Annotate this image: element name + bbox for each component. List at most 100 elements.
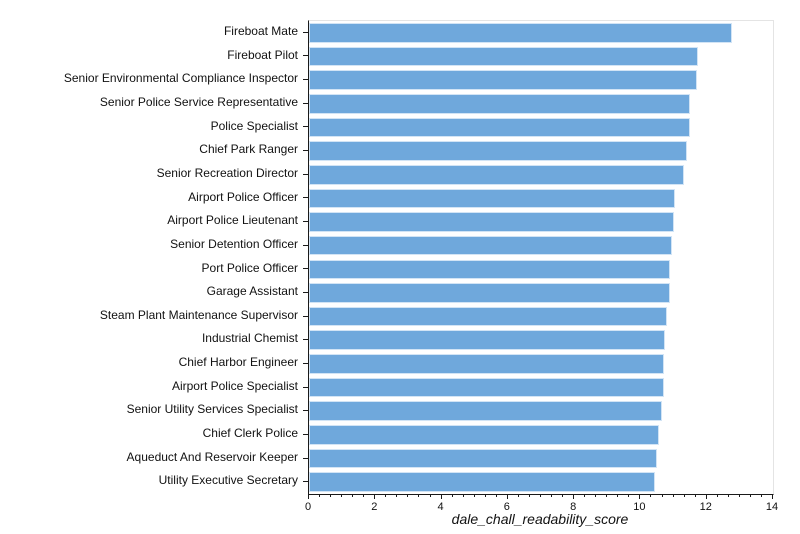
bar [309,46,699,67]
x-minor-tick-mark [484,494,486,497]
x-minor-tick-mark [330,494,332,497]
y-tick-mark [303,315,308,317]
y-tick-label: Senior Detention Officer [170,236,298,251]
y-tick-label: Fireboat Mate [223,24,298,38]
x-tick-mark [308,494,309,499]
y-tick-label: Senior Police Service Representative [99,94,298,109]
y-tick-mark [303,102,308,104]
y-tick-label: Utility Executive Secretary [158,473,298,488]
bar [309,259,671,280]
y-tick-label: Airport Police Lieutenant [167,213,298,228]
y-tick-label: Senior Utility Services Specialist [126,402,298,417]
x-minor-tick-mark [727,494,729,497]
x-minor-tick-mark [650,494,652,497]
x-minor-tick-mark [672,494,674,497]
y-tick-mark [303,386,308,388]
bar [309,448,657,469]
bar [309,425,659,445]
x-minor-tick-mark [528,494,530,497]
bar [309,117,691,138]
bar [309,212,674,232]
x-minor-tick-mark [661,494,663,497]
x-minor-tick-mark [352,494,354,497]
y-tick-mark [303,433,308,435]
y-tick-mark [303,126,308,128]
y-tick-mark [303,268,308,270]
y-tick-label: Fireboat Pilot [227,47,298,62]
x-tick-mark [374,494,376,499]
x-tick-label: 8 [570,501,577,513]
x-tick-mark [772,494,773,499]
y-tick-label: Airport Police Officer [188,189,298,204]
bar [309,23,732,43]
x-tick-label: 14 [765,501,779,513]
x-minor-tick-mark [407,494,409,497]
bar [309,306,667,327]
y-tick-mark [303,221,308,223]
x-minor-tick-mark [462,494,464,497]
y-tick-label: Police Specialist [210,118,298,133]
y-tick-label: Aqueduct And Reservoir Keeper [126,449,298,464]
y-tick-mark [303,410,308,412]
bar [309,377,664,398]
bar [309,188,676,209]
bar [309,330,666,351]
x-minor-tick-mark [418,494,420,497]
x-minor-tick-mark [495,494,497,497]
x-minor-tick-mark [341,494,343,497]
bar [309,283,671,303]
x-tick-label: 4 [437,501,444,513]
x-minor-tick-mark [716,494,718,497]
y-tick-label: Steam Plant Maintenance Supervisor [99,307,298,322]
x-minor-tick-mark [517,494,519,497]
y-tick-mark [303,79,308,81]
bar [309,235,672,256]
x-tick-label: 10 [633,501,646,513]
bar [309,401,662,422]
y-tick-label: Port Police Officer [201,260,298,275]
y-tick-mark [303,173,308,175]
x-minor-tick-mark [396,494,398,497]
bar [309,164,684,185]
x-minor-tick-mark [473,494,475,497]
x-tick-label: 6 [503,501,510,513]
x-minor-tick-mark [551,494,553,497]
plot-area [308,20,774,495]
y-tick-label: Senior Recreation Director [156,165,298,180]
x-minor-tick-mark [749,494,751,497]
x-tick-label: 12 [699,501,712,513]
y-tick-label: Chief Clerk Police [202,426,298,441]
y-tick-mark [303,291,308,293]
x-minor-tick-mark [617,494,619,497]
x-minor-tick-mark [540,494,541,497]
x-minor-tick-mark [429,494,431,497]
x-axis: 0 2 4 6 8 10 12 14 [305,494,778,520]
x-minor-tick-mark [584,494,586,497]
x-tick-mark [573,494,575,499]
x-tick-mark [506,494,508,499]
x-minor-tick-mark [628,494,630,497]
y-tick-label: Industrial Chemist [201,331,298,346]
x-minor-tick-mark [363,494,365,497]
x-tick-label: 2 [371,501,378,513]
y-tick-mark [303,197,308,199]
x-tick-mark [639,494,641,499]
x-axis-label: dale_chall_readability_score [451,511,629,527]
x-minor-tick-mark [760,494,762,497]
y-tick-label: Senior Environmental Compliance Inspecto… [63,71,298,86]
y-tick-mark [303,55,308,57]
bar [309,354,664,374]
x-tick-label: 0 [304,501,312,513]
bar [309,141,687,161]
y-tick-mark [303,481,308,483]
y-tick-mark [303,457,308,459]
y-tick-mark [303,244,308,246]
y-tick-label: Airport Police Specialist [171,378,298,393]
x-tick-mark [705,494,707,499]
y-tick-label: Chief Park Ranger [199,142,298,157]
x-minor-tick-mark [562,494,564,497]
x-minor-tick-mark [319,494,321,497]
y-tick-mark [303,362,308,364]
y-tick-mark [303,31,308,33]
